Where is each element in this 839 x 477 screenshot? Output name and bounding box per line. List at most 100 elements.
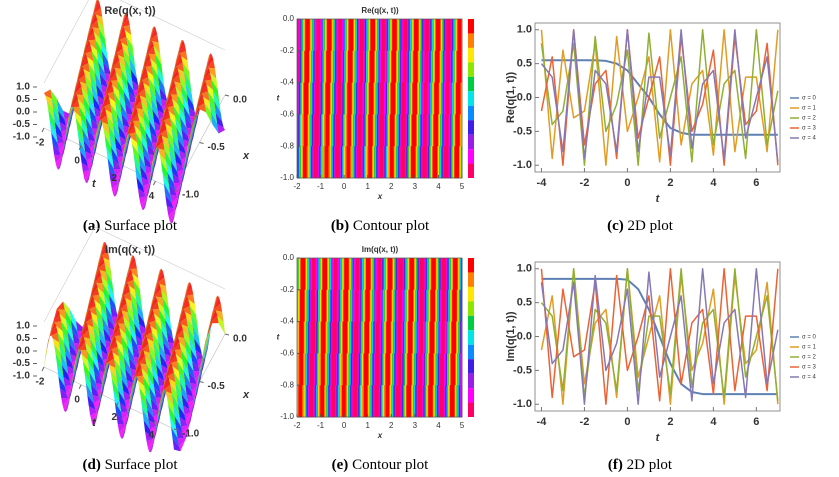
contour-band: [309, 114, 311, 147]
contour-band: [403, 114, 405, 147]
contour-band: [323, 146, 325, 179]
contour-band: [380, 50, 382, 83]
contour-band: [384, 146, 386, 179]
contour-band: [321, 19, 323, 52]
contour-band: [441, 146, 443, 179]
contour-band: [364, 19, 366, 52]
contour-band: [445, 146, 447, 179]
contour-band: [401, 50, 403, 83]
x-tick-label: 1: [365, 182, 370, 191]
contour-band: [378, 19, 380, 52]
caption: (b) Contour plot: [331, 218, 430, 234]
contour-band: [393, 50, 395, 83]
contour-band: [299, 146, 301, 179]
contour-band: [407, 50, 409, 83]
contour-band: [301, 19, 303, 52]
contour-band: [422, 114, 424, 147]
contour-band: [365, 146, 367, 179]
contour-band: [339, 146, 341, 179]
contour-band: [427, 82, 429, 115]
y-tick-label: -0.8: [280, 380, 294, 389]
contour-band: [299, 50, 301, 83]
contour-band: [359, 19, 361, 52]
contour-band: [314, 50, 316, 83]
contour-band: [385, 146, 387, 179]
contour-band: [376, 82, 378, 115]
contour-band: [394, 50, 396, 83]
caption-text: Surface plot: [104, 218, 178, 234]
contour-band: [400, 146, 402, 179]
contour-band: [302, 82, 304, 115]
contour-band: [423, 19, 425, 52]
contour-band: [367, 146, 369, 179]
series-line: [540, 29, 779, 162]
contour-band: [341, 114, 343, 147]
contour-band: [438, 50, 440, 83]
contour-band: [335, 114, 337, 147]
contour-band: [449, 146, 451, 179]
y-tick-label: -0.6: [280, 349, 294, 358]
contour-band: [298, 114, 300, 147]
contour-band: [411, 19, 413, 52]
contour-band: [297, 19, 299, 52]
contour-band: [432, 50, 434, 83]
contour-band: [325, 114, 327, 147]
contour-band: [360, 50, 362, 83]
contour-band: [376, 50, 378, 83]
contour-band: [298, 19, 300, 52]
contour-band: [360, 114, 362, 147]
contour-band: [417, 82, 419, 115]
contour-band: [378, 50, 380, 83]
contour-band: [336, 114, 338, 147]
contour-band: [363, 82, 365, 115]
contour-band: [437, 146, 439, 179]
contour-band: [443, 114, 445, 147]
contour-band: [330, 114, 332, 147]
contour-band: [346, 146, 348, 179]
t-tick: [115, 163, 119, 168]
contour-band: [305, 82, 307, 115]
contour-band: [399, 114, 401, 147]
contour-band: [438, 19, 440, 52]
contour-band: [321, 114, 323, 147]
contour-band: [369, 50, 371, 83]
contour-band: [325, 82, 327, 115]
contour-band: [330, 146, 332, 179]
contour-band: [381, 50, 383, 83]
contour-band: [427, 114, 429, 147]
contour-band: [326, 114, 328, 147]
contour-band: [327, 82, 329, 115]
contour-band: [355, 50, 357, 83]
contour-band: [420, 82, 422, 115]
contour-band: [446, 50, 448, 83]
contour-band: [427, 146, 429, 179]
colorbar-cell: [468, 315, 474, 331]
contour-band: [322, 50, 324, 83]
contour-band: [444, 19, 446, 52]
contour-band: [348, 114, 350, 147]
contour-band: [446, 82, 448, 115]
contour-band: [311, 114, 313, 147]
contour-band: [455, 19, 457, 52]
contour-band: [384, 146, 386, 179]
contour-band: [300, 146, 302, 179]
contour-band: [434, 82, 436, 115]
contour-band: [328, 114, 330, 147]
contour-band: [345, 82, 347, 115]
contour-band: [414, 50, 416, 83]
contour-band: [356, 82, 358, 115]
contour-band: [327, 146, 329, 179]
contour-band: [460, 50, 462, 83]
axis-label: x: [242, 150, 250, 162]
contour-band: [432, 82, 434, 115]
contour-band: [309, 19, 311, 52]
contour-band: [423, 50, 425, 83]
contour-band: [303, 114, 305, 147]
contour-band: [364, 146, 366, 179]
contour-band: [343, 82, 345, 115]
contour-band: [421, 50, 423, 83]
contour-band: [303, 114, 305, 147]
contour-band: [390, 114, 392, 147]
contour-band: [428, 114, 430, 147]
